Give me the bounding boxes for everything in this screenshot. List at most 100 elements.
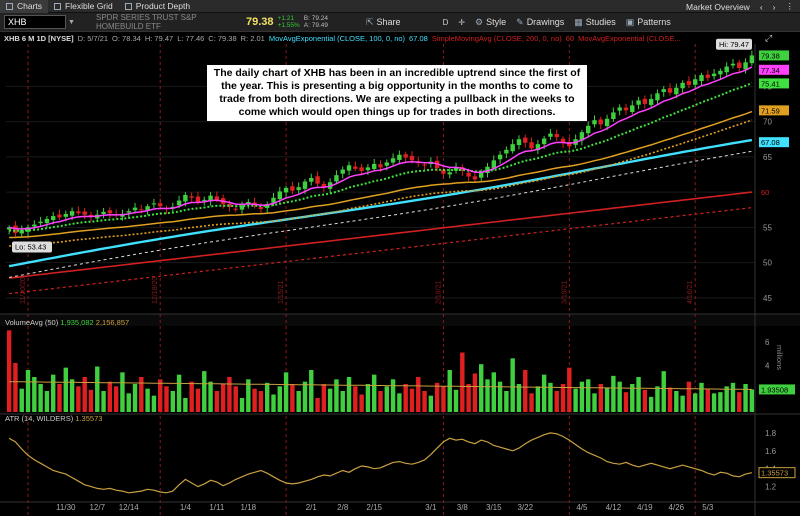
candle-body — [648, 99, 654, 105]
candle-body — [623, 107, 629, 111]
forward-arrow-icon[interactable]: › — [772, 1, 776, 12]
volume-bar — [510, 358, 515, 412]
share-button[interactable]: ⇱ Share — [366, 17, 401, 28]
x-tick-label: 5/3 — [702, 503, 714, 512]
candle-body — [586, 125, 591, 134]
volume-bar — [472, 373, 478, 412]
candle-body — [44, 218, 50, 223]
volume-bar — [447, 370, 452, 412]
x-tick-label: 3/15 — [486, 503, 502, 512]
volume-bar — [434, 382, 440, 412]
volume-bar — [233, 386, 238, 412]
low-label-bg — [12, 241, 52, 253]
volume-bar — [214, 391, 220, 412]
patterns-button[interactable]: ▣ Patterns — [626, 17, 671, 28]
candle-body — [69, 211, 75, 216]
volume-bar — [523, 370, 528, 412]
back-arrow-icon[interactable]: ‹ — [759, 1, 763, 12]
x-tick-label: 12/14 — [119, 503, 140, 512]
volume-bar — [145, 388, 150, 412]
candle-body — [309, 178, 314, 182]
volume-bar — [271, 394, 276, 412]
symbol-dropdown-icon[interactable]: ▼ — [68, 18, 75, 26]
volume-bar — [699, 382, 704, 412]
candle-body — [636, 100, 641, 105]
price-tick-label: 45 — [763, 294, 772, 303]
ema21-tag-bg — [759, 78, 789, 89]
x-tick-label: 1/18 — [241, 503, 257, 512]
volume-bar — [38, 384, 43, 412]
volume-bar — [246, 379, 251, 412]
candle-body — [724, 66, 729, 73]
volume-bar — [95, 366, 100, 412]
study-ema-label[interactable]: MovAvgExponential (CLOSE... — [578, 33, 681, 43]
symbol-input[interactable] — [4, 15, 66, 29]
volume-bar — [403, 384, 408, 412]
candle-body — [189, 196, 194, 198]
candle-body — [504, 149, 509, 154]
candle-body — [529, 142, 534, 149]
candle-body — [730, 63, 736, 66]
tab-bar: Charts Flexible Grid Product Depth Marke… — [0, 0, 800, 13]
candle-body — [195, 196, 201, 202]
market-overview-link[interactable]: Market Overview — [686, 1, 750, 12]
tab-charts[interactable]: Charts — [0, 0, 49, 13]
volume-bar — [661, 371, 666, 412]
volume-bar — [372, 374, 377, 412]
tab-flexible-grid-label: Flexible Grid — [65, 1, 113, 11]
volume-bar — [88, 389, 94, 412]
candle-body — [460, 167, 465, 171]
menu-icon[interactable]: ⋮ — [785, 1, 795, 11]
candle-body — [151, 203, 157, 205]
price-tick-label: 50 — [763, 259, 772, 268]
volume-bar — [384, 386, 389, 412]
expiration-marker-label: 3/19/21 — [561, 281, 568, 304]
volume-axis-unit: millions — [775, 345, 784, 371]
volume-bar — [560, 384, 566, 412]
candle-body — [397, 154, 402, 160]
volume-bar — [497, 381, 503, 412]
volume-average-line — [9, 381, 752, 390]
collapse-icon[interactable]: ⤢ — [765, 33, 773, 43]
x-tick-label: 3/22 — [517, 503, 533, 512]
volume-bar — [535, 386, 541, 412]
x-tick-label: 3/1 — [425, 503, 437, 512]
candle-body — [560, 138, 566, 143]
candle-body — [63, 213, 68, 217]
volume-bar — [239, 398, 245, 412]
candle-body — [617, 107, 622, 111]
volume-bar — [548, 382, 553, 412]
study-sma200-label[interactable]: SimpleMovingAvg (CLOSE, 200, 0, no) — [431, 33, 562, 43]
ask-value: A: 79.49 — [303, 22, 328, 29]
tab-flexible-grid[interactable]: Flexible Grid — [48, 0, 119, 13]
candle-body — [541, 138, 547, 145]
candle-body — [145, 206, 150, 211]
change-value: +1.21 — [277, 15, 294, 22]
candle-body — [277, 191, 282, 200]
ema8-line — [8, 66, 753, 230]
candle-body — [409, 155, 415, 161]
volume-bar — [113, 386, 119, 412]
grid-icon — [54, 2, 62, 10]
tab-product-depth[interactable]: Product Depth — [119, 0, 196, 13]
period-selector[interactable]: D — [442, 17, 449, 27]
candle-body — [523, 137, 528, 143]
volume-bar — [321, 384, 327, 412]
study-sma200-value: 60 — [565, 33, 575, 43]
volume-bar — [630, 384, 635, 412]
candle-body — [579, 132, 585, 141]
volume-bar — [208, 381, 213, 412]
studies-button[interactable]: ▦ Studies — [574, 17, 616, 28]
volume-bar — [491, 372, 496, 412]
candle-body — [661, 89, 666, 93]
candle-body — [655, 93, 660, 101]
style-button[interactable]: ⚙ Style — [475, 17, 506, 28]
volume-bar — [346, 377, 352, 412]
candle-body — [334, 175, 339, 182]
drawings-button[interactable]: ✎ Drawings — [516, 17, 564, 28]
volume-bar — [529, 393, 534, 412]
study-ema100-label[interactable]: MovAvgExponential (CLOSE, 100, 0, no) — [268, 33, 406, 43]
volume-bar — [170, 391, 175, 412]
crosshair-icon[interactable]: ✛ — [458, 17, 466, 27]
